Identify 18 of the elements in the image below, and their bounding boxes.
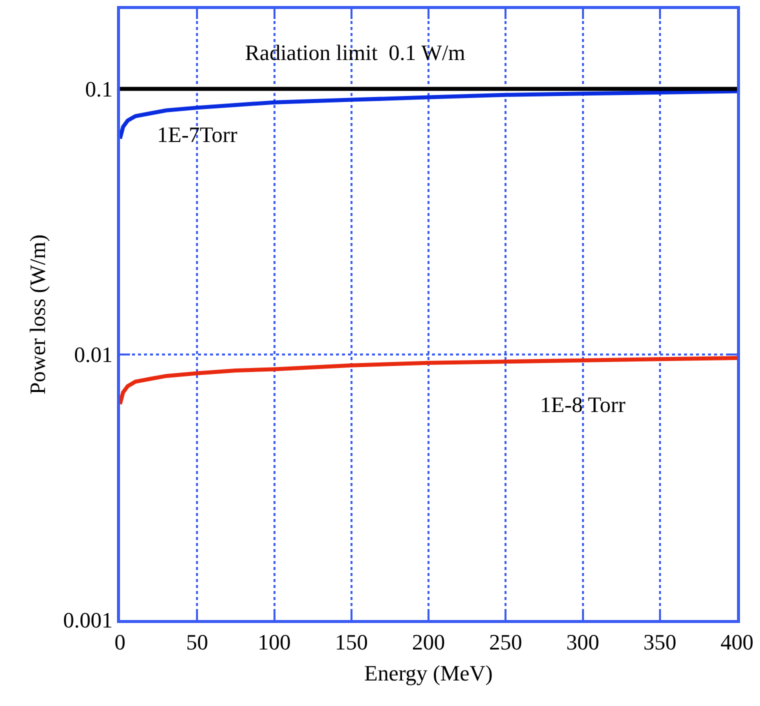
x-tick-label: 250 <box>489 629 522 654</box>
ref-line-label: Radiation limit 0.1 W/m <box>245 40 466 65</box>
y-axis-title: Power loss (W/m) <box>24 234 50 395</box>
x-tick-label: 100 <box>258 629 291 654</box>
x-tick-label: 400 <box>720 629 754 654</box>
y-tick-label: 0.01 <box>74 342 113 368</box>
line-series <box>120 89 737 141</box>
x-tick-label: 150 <box>334 629 368 654</box>
series-label: 1E-8 Torr <box>540 392 626 417</box>
x-tick-label: 350 <box>643 629 676 654</box>
x-axis-title: Energy (MeV) <box>364 660 493 686</box>
x-tick-label: 200 <box>412 629 445 654</box>
y-tick-label: 0.1 <box>85 76 113 102</box>
series-label: 1E-7Torr <box>157 122 238 147</box>
x-tick-label: 300 <box>566 629 600 654</box>
x-tick-label: 50 <box>186 629 208 654</box>
y-tick-label: 0.001 <box>63 608 113 633</box>
x-tick-label: 0 <box>114 629 126 654</box>
